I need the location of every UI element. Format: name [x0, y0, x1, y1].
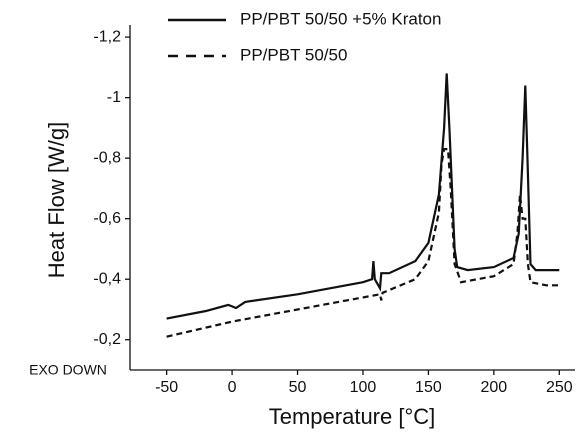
- data-line: [166, 73, 560, 320]
- y-tick-label: -0,2: [93, 331, 121, 348]
- legend-label: PP/PBT 50/50 +5% Kraton: [240, 9, 441, 28]
- x-tick-label: 50: [289, 379, 307, 396]
- y-axis-label: Heat Flow [W/g]: [44, 122, 69, 278]
- annotation: EXO DOWN: [29, 362, 107, 378]
- y-tick-label: -1: [107, 89, 121, 106]
- x-tick-label: 250: [546, 379, 573, 396]
- legend-label: PP/PBT 50/50: [240, 45, 347, 64]
- y-tick-label: -0,6: [93, 210, 121, 227]
- x-tick-label: 100: [350, 379, 377, 396]
- data-line: [166, 148, 560, 338]
- x-axis-label: Temperature [°C]: [269, 404, 436, 429]
- y-tick-label: -0,8: [93, 149, 121, 166]
- x-tick-label: -50: [155, 379, 178, 396]
- x-tick-label: 200: [481, 379, 508, 396]
- y-tick-label: -1,2: [93, 28, 121, 45]
- x-tick-label: 0: [228, 379, 237, 396]
- y-tick-label: -0,4: [93, 270, 121, 287]
- x-tick-label: 150: [415, 379, 442, 396]
